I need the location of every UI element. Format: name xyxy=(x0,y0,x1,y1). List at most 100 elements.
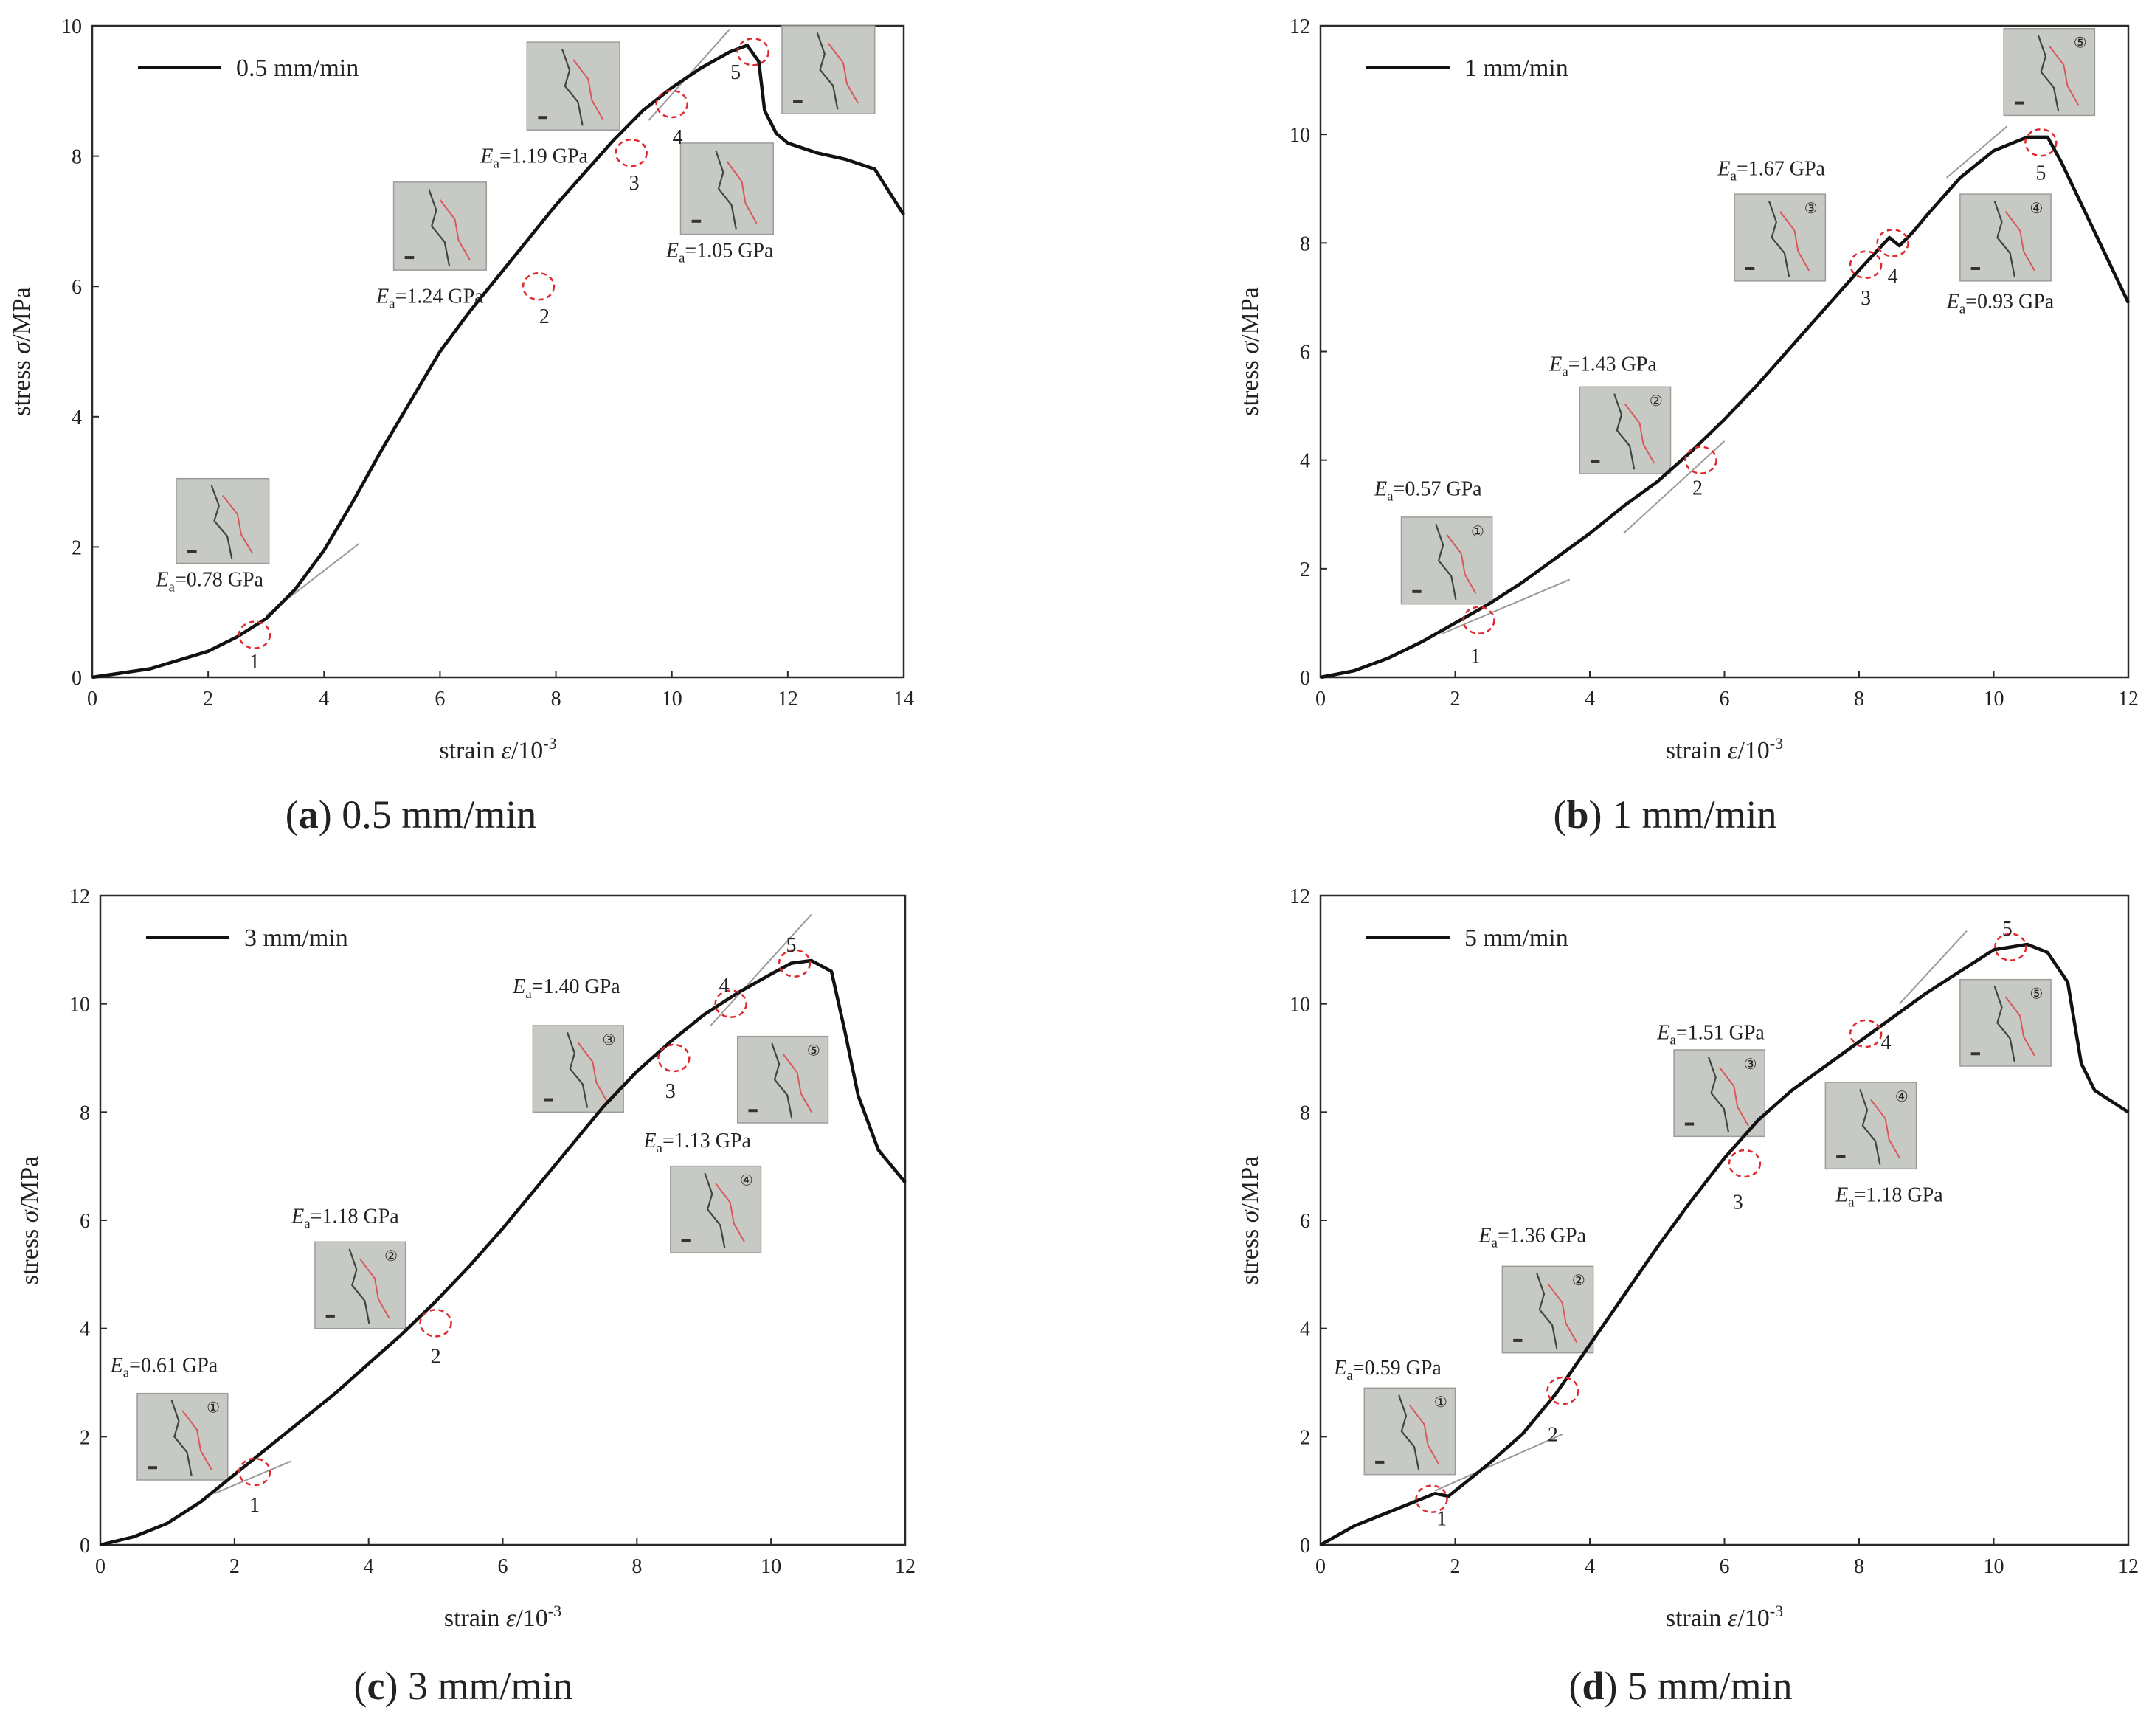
x-axis-label-unit: /10 xyxy=(516,1605,547,1632)
y-tick-label: 0 xyxy=(80,1535,90,1557)
modulus-equals: = xyxy=(1394,477,1405,500)
y-axis-label: stress σ/MPa xyxy=(16,1156,44,1285)
specimen-photo: ⑤ xyxy=(1959,978,2052,1067)
photo-background xyxy=(781,25,876,114)
x-tick-label: 2 xyxy=(1450,688,1461,710)
crack-line xyxy=(2037,35,2060,111)
modulus-value: 1.36 xyxy=(1509,1224,1546,1247)
modulus-value: 0.57 xyxy=(1405,477,1441,500)
x-tick-label: 6 xyxy=(435,688,445,710)
photo-stage-label: ② xyxy=(1572,1273,1585,1289)
photo-background xyxy=(1824,1082,1917,1170)
scale-bar xyxy=(748,1109,758,1113)
scale-bar xyxy=(404,256,415,260)
crack-line xyxy=(1859,1089,1881,1165)
legend-label: 3 mm/min xyxy=(244,924,348,952)
y-tick-label: 6 xyxy=(72,276,82,299)
marker-circle xyxy=(657,1043,691,1073)
specimen-photo: ③ xyxy=(1734,193,1827,282)
modulus-unit: GPa xyxy=(733,239,774,262)
marker-number: 1 xyxy=(249,1494,260,1517)
modulus-annotation: Ea=1.51 GPa xyxy=(1656,1021,1765,1048)
specimen-photo: ④ xyxy=(670,1165,762,1253)
y-tick-label: 6 xyxy=(80,1210,90,1233)
crack-line-red xyxy=(715,1183,746,1243)
marker-number: 5 xyxy=(2002,918,2013,941)
y-tick-label: 12 xyxy=(69,885,90,908)
modulus-symbol: E xyxy=(1835,1183,1848,1206)
specimen-photo: ① xyxy=(1400,516,1493,605)
specimen-photo: ② xyxy=(1579,386,1672,474)
crack-line xyxy=(1993,201,2015,277)
panel-caption: (b) 1 mm/min xyxy=(1553,792,1776,837)
y-tick-label: 0 xyxy=(1300,1535,1310,1557)
crack-line-red xyxy=(1624,404,1655,464)
y-tick-label: 12 xyxy=(1290,15,1310,38)
scale-bar xyxy=(793,100,803,103)
modulus-value: 1.43 xyxy=(1580,353,1616,376)
crack-line xyxy=(210,485,233,559)
tangent-line xyxy=(710,913,812,1026)
modulus-annotation: Ea=0.59 GPa xyxy=(1333,1357,1442,1383)
modulus-unit: GPa xyxy=(1441,477,1482,500)
specimen-photo: ① xyxy=(136,1392,229,1481)
crack-line xyxy=(715,150,738,230)
scale-bar xyxy=(1412,589,1422,593)
caption-paren-open: ( xyxy=(1553,792,1566,837)
modulus-unit: GPa xyxy=(358,1206,399,1228)
modulus-annotation: Ea=1.40 GPa xyxy=(512,975,620,1002)
modulus-unit: GPa xyxy=(1616,353,1658,376)
series-line xyxy=(1319,942,2130,1546)
y-axis-label: stress σ/MPa xyxy=(1236,1156,1264,1285)
caption-paren-open: ( xyxy=(1568,1664,1582,1708)
modulus-symbol: E xyxy=(1946,291,1959,314)
scale-bar xyxy=(1836,1155,1846,1158)
modulus-value: 1.18 xyxy=(322,1206,358,1228)
x-axis-label-prefix: strain xyxy=(444,1605,506,1632)
scale-bar xyxy=(1591,460,1600,463)
modulus-unit: GPa xyxy=(1902,1183,1943,1206)
tangent-line xyxy=(1434,1433,1563,1492)
crack-line-red xyxy=(1718,1066,1749,1127)
x-tick-label: 6 xyxy=(1720,1555,1730,1578)
modulus-annotation: Ea=1.19 GPa xyxy=(480,145,588,171)
crack-line-red xyxy=(2048,45,2080,106)
x-tick-label: 6 xyxy=(1720,688,1730,710)
x-axis-label-exponent: -3 xyxy=(1770,1602,1783,1620)
crack-line-red xyxy=(2004,211,2035,272)
modulus-subscript: a xyxy=(1562,364,1568,379)
marker-number: 2 xyxy=(1692,477,1703,499)
photo-stage-label: ③ xyxy=(1804,201,1818,217)
modulus-annotation: Ea=1.24 GPa xyxy=(376,285,484,311)
marker-number: 5 xyxy=(786,934,796,957)
specimen-photo xyxy=(781,25,876,114)
modulus-unit: GPa xyxy=(1724,1021,1765,1044)
marker-number: 3 xyxy=(665,1080,676,1103)
modulus-symbol: E xyxy=(376,285,389,308)
legend-label: 0.5 mm/min xyxy=(236,55,359,82)
specimen-photo xyxy=(679,142,774,235)
marker-number: 1 xyxy=(249,651,260,674)
x-tick-label: 8 xyxy=(1854,688,1864,710)
marker-number: 5 xyxy=(730,61,741,84)
modulus-subscript: a xyxy=(389,296,395,311)
modulus-unit: GPa xyxy=(2013,291,2055,314)
crack-line xyxy=(1435,523,1457,600)
marker-circle xyxy=(522,272,556,301)
x-axis-label-symbol: ε xyxy=(501,737,511,764)
crack-line xyxy=(1768,201,1790,277)
photo-background xyxy=(670,1165,762,1253)
y-axis-label: stress σ/MPa xyxy=(1236,287,1264,416)
modulus-equals: = xyxy=(1353,1357,1365,1380)
marker-circle xyxy=(1849,1019,1883,1048)
caption-paren-close: ) xyxy=(1589,792,1602,837)
modulus-annotation: Ea=0.61 GPa xyxy=(110,1354,218,1380)
modulus-annotation: Ea=1.67 GPa xyxy=(1717,157,1825,184)
modulus-symbol: E xyxy=(1656,1021,1669,1044)
modulus-equals: = xyxy=(1498,1224,1509,1247)
caption-paren-open: ( xyxy=(354,1664,367,1708)
scale-bar xyxy=(691,219,702,223)
scale-bar xyxy=(1375,1460,1385,1464)
photo-stage-label: ④ xyxy=(740,1172,753,1189)
